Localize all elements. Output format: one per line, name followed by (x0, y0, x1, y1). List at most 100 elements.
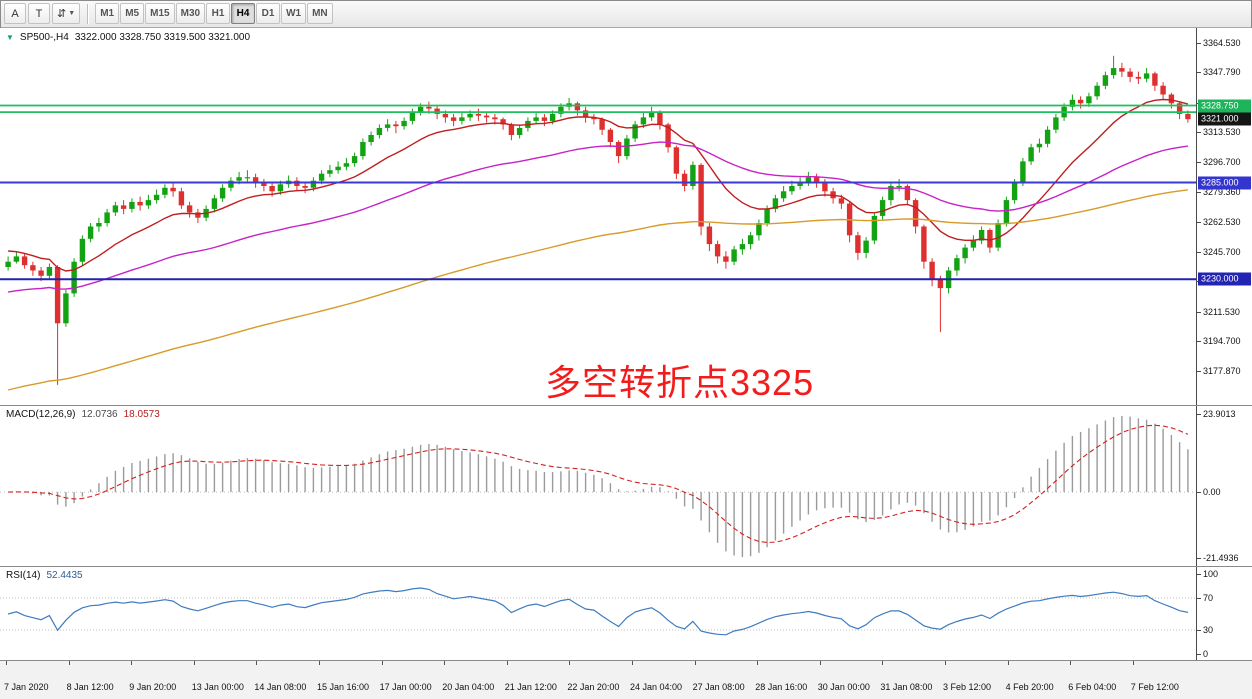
scale-tick (1197, 42, 1201, 44)
price-badge: 3285.000 (1198, 176, 1251, 189)
time-axis[interactable]: 7 Jan 2020 8 Jan 12:00 9 Jan 20:00 13 Jan 0… (0, 661, 1252, 699)
ma-slow-orange-line (7, 189, 1188, 391)
scale-tick (1197, 222, 1201, 224)
symbol-timeframe-label: SP500-,H4 (19, 32, 69, 43)
time-tick (256, 661, 258, 665)
macd-svg (0, 415, 1196, 558)
scale-label: 3262.530 (1203, 217, 1241, 228)
toolbar: A T ⇵ ▼ M1 M5 M15 M30 H1 H4 D1 W1 MN (0, 0, 1252, 28)
time-label: 15 Jan 16:00 (317, 682, 370, 692)
macd-signal-line (8, 424, 1189, 544)
macd-value-main: 12.0736 (81, 409, 118, 420)
scale-label: 3347.790 (1203, 67, 1241, 77)
rsi-plot[interactable] (0, 567, 1196, 660)
rsi-scale[interactable]: 100 70 30 0 (1196, 567, 1252, 660)
text-tool-button[interactable]: T (28, 3, 50, 24)
timeframe-button-m1[interactable]: M1 (95, 3, 120, 24)
scale-tick (1197, 630, 1201, 631)
scale-tick (1197, 341, 1201, 343)
chart-tools-dropdown-button[interactable]: ⇵ ▼ (52, 3, 81, 24)
scale-label: 100 (1203, 569, 1219, 579)
rsi-label: RSI(14) (6, 570, 41, 581)
text-label-tool-button[interactable]: A (4, 3, 26, 24)
scale-label: 70 (1203, 593, 1214, 603)
scale-tick (1197, 161, 1201, 163)
rsi-label-row: RSI(14) 52.4435 (6, 570, 83, 581)
price-badge: 3321.000 (1198, 112, 1251, 126)
scale-tick (1197, 192, 1201, 194)
time-label: 31 Jan 08:00 (880, 682, 933, 692)
timeframe-button-d1[interactable]: D1 (256, 3, 281, 24)
scale-label: 30 (1203, 625, 1214, 635)
ma-fast-red-line (8, 98, 1189, 272)
timeframe-button-m15[interactable]: M15 (145, 3, 175, 24)
chevron-down-icon: ▼ (68, 10, 76, 17)
timeframe-button-group: M1 M5 M15 M30 H1 H4 D1 W1 MN (95, 3, 333, 24)
scale-tick (1197, 414, 1201, 415)
rsi-value: 52.4435 (46, 570, 83, 581)
scale-tick (1197, 251, 1201, 253)
timeframe-button-m5[interactable]: M5 (120, 3, 145, 24)
symbol-marker-icon: ▼ (6, 33, 14, 42)
macd-label-row: MACD(12,26,9) 12.0736 18.0573 (6, 409, 160, 420)
time-label: 7 Jan 2020 (4, 682, 49, 692)
time-label: 22 Jan 20:00 (567, 682, 620, 692)
tool-button-group: A T ⇵ ▼ (4, 3, 81, 24)
scale-tick (1197, 574, 1201, 575)
rsi-svg (0, 587, 1196, 636)
timeframe-button-w1[interactable]: W1 (281, 3, 307, 24)
time-tick (819, 661, 821, 665)
scale-tick (1197, 72, 1201, 73)
time-label: 8 Jan 12:00 (66, 682, 114, 692)
time-label: 30 Jan 00:00 (817, 682, 870, 692)
main-chart-panel: ▼ SP500-,H4 3322.000 3328.750 3319.500 3… (0, 28, 1252, 406)
time-label: 20 Jan 04:00 (442, 682, 495, 692)
time-label: 3 Feb 12:00 (943, 682, 992, 692)
time-label: 28 Jan 16:00 (755, 682, 808, 692)
time-tick (193, 661, 195, 665)
time-tick (6, 661, 7, 665)
scale-tick (1197, 311, 1201, 313)
timeframe-button-h4[interactable]: H4 (231, 3, 256, 24)
scale-label: 3279.360 (1203, 187, 1241, 198)
scale-tick (1197, 371, 1201, 373)
scale-label: 0.00 (1203, 487, 1221, 498)
timeframe-button-h1[interactable]: H1 (206, 3, 231, 24)
toolbar-separator (87, 3, 89, 24)
main-chart-plot[interactable] (0, 28, 1196, 405)
ma-medium-magenta-line (7, 141, 1189, 293)
timeframe-button-mn[interactable]: MN (307, 3, 333, 24)
time-label: 17 Jan 00:00 (379, 682, 432, 692)
macd-histogram (15, 415, 1189, 558)
scale-tick (1197, 132, 1201, 134)
price-badge: 3230.000 (1198, 272, 1251, 286)
macd-scale[interactable]: 23.9013 0.00 -21.4936 (1196, 406, 1252, 566)
time-label: 7 Feb 12:00 (1130, 682, 1179, 692)
time-tick (945, 661, 946, 665)
rsi-line (7, 587, 1189, 636)
scale-label: 0 (1203, 649, 1209, 659)
time-tick (1007, 661, 1009, 665)
rsi-panel: RSI(14) 52.4435 100 70 30 0 (0, 567, 1252, 661)
main-chart-svg (0, 55, 1196, 391)
scale-label: 23.9013 (1203, 409, 1236, 419)
chart-title: ▼ SP500-,H4 3322.000 3328.750 3319.500 3… (6, 32, 250, 43)
price-scale[interactable]: 3364.5303347.7903330.3603313.5303296.700… (1196, 28, 1252, 405)
time-tick (632, 661, 633, 665)
time-tick (694, 661, 696, 665)
time-tick (1070, 661, 1072, 665)
time-label: 9 Jan 20:00 (129, 682, 177, 692)
time-label: 4 Feb 20:00 (1005, 682, 1054, 692)
time-tick (381, 661, 383, 665)
scale-label: 3364.530 (1203, 37, 1241, 48)
time-tick (569, 661, 571, 665)
price-badge: 3328.750 (1198, 99, 1251, 113)
timeframe-button-m30[interactable]: M30 (175, 3, 206, 24)
time-tick (757, 661, 759, 665)
annotation-text: 多空转折点3325 (545, 362, 815, 403)
time-label: 27 Jan 08:00 (692, 682, 745, 692)
scale-label: 3313.530 (1203, 127, 1241, 138)
macd-plot[interactable] (0, 406, 1196, 566)
time-label: 24 Jan 04:00 (630, 682, 683, 692)
